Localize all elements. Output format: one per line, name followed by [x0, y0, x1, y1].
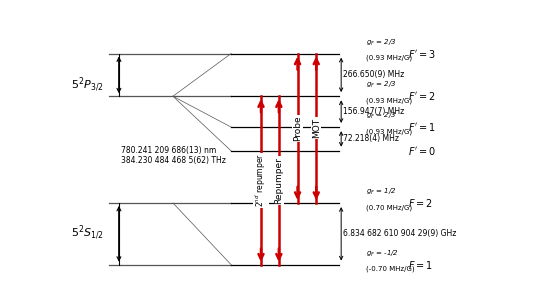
Text: MOT: MOT [312, 118, 321, 138]
Text: $F'=3$: $F'=3$ [407, 47, 436, 59]
Text: $F'=0$: $F'=0$ [407, 145, 436, 157]
Text: $g_F$ = 2/3: $g_F$ = 2/3 [366, 111, 397, 121]
Text: (-0.70 MHz/G): (-0.70 MHz/G) [366, 266, 415, 272]
Text: (0.93 MHz/G): (0.93 MHz/G) [366, 97, 412, 104]
Text: 6.834 682 610 904 29(9) GHz: 6.834 682 610 904 29(9) GHz [343, 229, 457, 238]
Text: $F=2$: $F=2$ [407, 197, 433, 209]
Text: (0.70 MHz/G): (0.70 MHz/G) [366, 204, 412, 211]
Text: (0.93 MHz/G): (0.93 MHz/G) [366, 128, 412, 135]
Text: Repumper: Repumper [274, 157, 284, 204]
Text: Probe: Probe [293, 116, 302, 141]
Text: 266.650(9) MHz: 266.650(9) MHz [343, 71, 405, 79]
Text: $5^2S_{1/2}$: $5^2S_{1/2}$ [71, 223, 104, 242]
Text: $2^{nd}$ repumper: $2^{nd}$ repumper [254, 153, 268, 208]
Text: 780.241 209 686(13) nm
384.230 484 468 5(62) THz: 780.241 209 686(13) nm 384.230 484 468 5… [121, 146, 226, 165]
Text: $F'=1$: $F'=1$ [407, 121, 435, 133]
Text: 156.947(7) MHz: 156.947(7) MHz [343, 107, 405, 116]
Text: (0.93 MHz/G): (0.93 MHz/G) [366, 55, 412, 61]
Text: $g_F$ = 1/2: $g_F$ = 1/2 [366, 187, 397, 197]
Text: $g_F$ = 2/3: $g_F$ = 2/3 [366, 80, 397, 90]
Text: 72.218(4) MHz: 72.218(4) MHz [343, 134, 399, 144]
Text: $g_F$ = -1/2: $g_F$ = -1/2 [366, 249, 399, 259]
Text: $F'=2$: $F'=2$ [407, 90, 435, 102]
Text: $5^2P_{3/2}$: $5^2P_{3/2}$ [71, 75, 104, 94]
Text: $g_F$ = 2/3: $g_F$ = 2/3 [366, 38, 397, 48]
Text: $F=1$: $F=1$ [407, 259, 433, 271]
